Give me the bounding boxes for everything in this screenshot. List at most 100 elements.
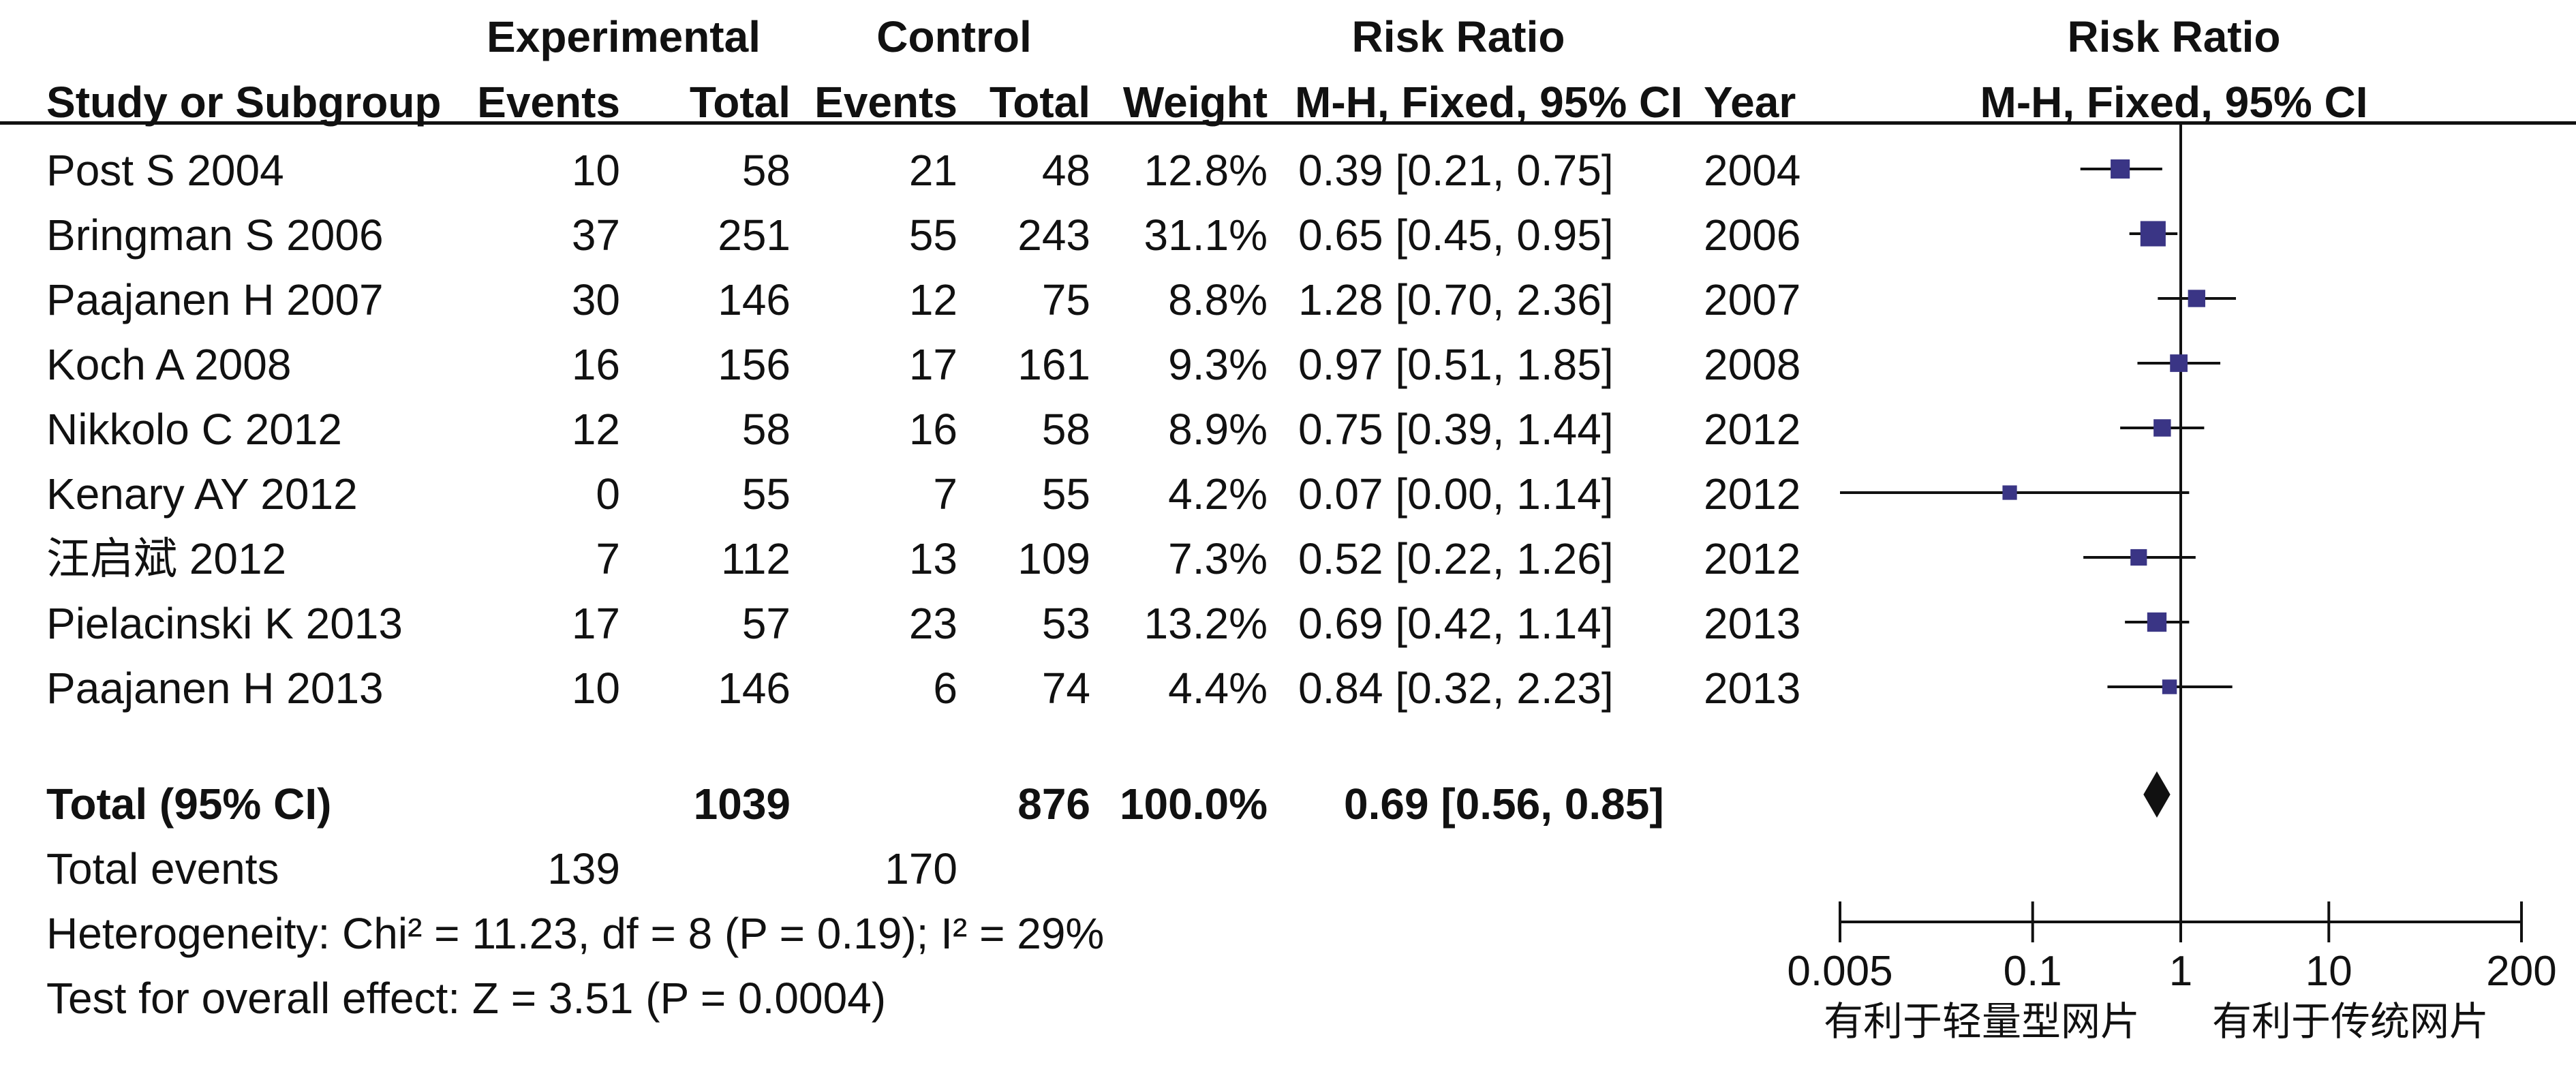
exp-total-cell: 146	[718, 664, 791, 713]
effect-marker	[2130, 549, 2147, 566]
weight-cell: 12.8%	[1144, 146, 1268, 195]
total-ctl-total: 876	[1017, 780, 1090, 829]
effect-marker	[2140, 221, 2166, 247]
weight-cell: 4.4%	[1168, 664, 1268, 713]
study-name: 汪启斌 2012	[46, 534, 287, 583]
effect-marker	[2162, 679, 2177, 694]
exp-events-cell: 10	[571, 146, 620, 195]
x-axis-tick-label: 0.005	[1787, 948, 1893, 995]
ctl-events-cell: 13	[908, 534, 957, 583]
experimental-group-header: Experimental	[487, 12, 761, 61]
weight-cell: 9.3%	[1168, 340, 1268, 389]
ctl-total-cell: 58	[1041, 405, 1090, 454]
heterogeneity-text: Heterogeneity: Chi² = 11.23, df = 8 (P =…	[46, 909, 1105, 958]
ctl-events-header: Events	[814, 78, 957, 127]
ctl-total-cell: 75	[1041, 275, 1090, 324]
effect-marker	[2147, 612, 2167, 632]
exp-events-cell: 30	[571, 275, 620, 324]
total-events-ctl: 170	[885, 844, 957, 893]
exp-total-cell: 156	[718, 340, 791, 389]
pooled-diamond	[2143, 771, 2171, 818]
total-ci: 0.69 [0.56, 0.85]	[1344, 780, 1664, 829]
ctl-total-cell: 109	[1017, 534, 1090, 583]
weight-cell: 7.3%	[1168, 534, 1268, 583]
total-events-exp: 139	[547, 844, 620, 893]
ctl-events-cell: 55	[908, 211, 957, 260]
exp-events-cell: 12	[571, 405, 620, 454]
ctl-total-cell: 53	[1041, 599, 1090, 648]
ci-cell: 0.52 [0.22, 1.26]	[1298, 534, 1614, 583]
ctl-total-cell: 48	[1041, 146, 1090, 195]
effect-marker	[2153, 419, 2171, 437]
exp-events-cell: 17	[571, 599, 620, 648]
ctl-events-cell: 12	[908, 275, 957, 324]
weight-cell: 31.1%	[1144, 211, 1268, 260]
ctl-events-cell: 23	[908, 599, 957, 648]
study-name: Koch A 2008	[46, 340, 292, 389]
ci-cell: 0.84 [0.32, 2.23]	[1298, 664, 1614, 713]
ci-cell: 0.39 [0.21, 0.75]	[1298, 146, 1614, 195]
ctl-total-header: Total	[989, 78, 1090, 127]
ctl-events-cell: 6	[933, 664, 957, 713]
exp-total-cell: 146	[718, 275, 791, 324]
effect-marker	[2188, 290, 2205, 307]
year-cell: 2012	[1704, 469, 1801, 519]
year-cell: 2013	[1704, 664, 1801, 713]
effect-marker	[2002, 485, 2017, 500]
total-events-label: Total events	[46, 844, 279, 893]
year-cell: 2007	[1704, 275, 1801, 324]
ctl-events-cell: 16	[908, 405, 957, 454]
year-cell: 2008	[1704, 340, 1801, 389]
study-name: Paajanen H 2013	[46, 664, 384, 713]
study-column-header: Study or Subgroup	[46, 78, 442, 127]
exp-total-cell: 58	[741, 405, 791, 454]
plot-title: Risk Ratio	[2067, 12, 2281, 61]
study-name: Nikkolo C 2012	[46, 405, 342, 454]
ctl-total-cell: 161	[1017, 340, 1090, 389]
year-cell: 2012	[1704, 534, 1801, 583]
plot-method-header: M-H, Fixed, 95% CI	[1980, 78, 2368, 127]
favours-right-label: 有利于传统网片	[2212, 998, 2489, 1045]
exp-events-cell: 0	[596, 469, 620, 519]
x-axis-tick-label: 1	[2168, 948, 2193, 995]
year-cell: 2013	[1704, 599, 1801, 648]
weight-cell: 4.2%	[1168, 469, 1268, 519]
study-name: Pielacinski K 2013	[46, 599, 403, 648]
ci-cell: 0.65 [0.45, 0.95]	[1298, 211, 1614, 260]
method-header: M-H, Fixed, 95% CI	[1295, 78, 1683, 127]
effect-marker	[2111, 159, 2130, 179]
exp-total-cell: 55	[741, 469, 791, 519]
ctl-total-cell: 243	[1017, 211, 1090, 260]
total-exp-total: 1039	[693, 780, 791, 829]
exp-events-cell: 7	[596, 534, 620, 583]
weight-cell: 8.9%	[1168, 405, 1268, 454]
ctl-events-cell: 21	[908, 146, 957, 195]
exp-total-cell: 57	[741, 599, 791, 648]
study-name: Paajanen H 2007	[46, 275, 384, 324]
ci-cell: 1.28 [0.70, 2.36]	[1298, 275, 1614, 324]
header-rule	[0, 121, 2576, 125]
exp-events-cell: 16	[571, 340, 620, 389]
weight-header: Weight	[1122, 78, 1268, 127]
ci-cell: 0.75 [0.39, 1.44]	[1298, 405, 1614, 454]
study-name: Kenary AY 2012	[46, 469, 358, 519]
exp-total-header: Total	[689, 78, 791, 127]
year-cell: 2004	[1704, 146, 1801, 195]
ctl-total-cell: 74	[1041, 664, 1090, 713]
ctl-events-cell: 7	[933, 469, 957, 519]
x-axis-tick-label: 200	[2486, 948, 2557, 995]
exp-total-cell: 112	[720, 534, 791, 583]
year-cell: 2012	[1704, 405, 1801, 454]
exp-total-cell: 58	[741, 146, 791, 195]
ci-cell: 0.69 [0.42, 1.14]	[1298, 599, 1614, 648]
favours-left-label: 有利于轻量型网片	[1824, 998, 2141, 1045]
study-name: Bringman S 2006	[46, 211, 384, 260]
year-cell: 2006	[1704, 211, 1801, 260]
exp-events-cell: 37	[571, 211, 620, 260]
total-label: Total (95% CI)	[46, 780, 332, 829]
exp-total-cell: 251	[718, 211, 791, 260]
ctl-events-cell: 17	[908, 340, 957, 389]
ci-cell: 0.97 [0.51, 1.85]	[1298, 340, 1614, 389]
exp-events-cell: 10	[571, 664, 620, 713]
